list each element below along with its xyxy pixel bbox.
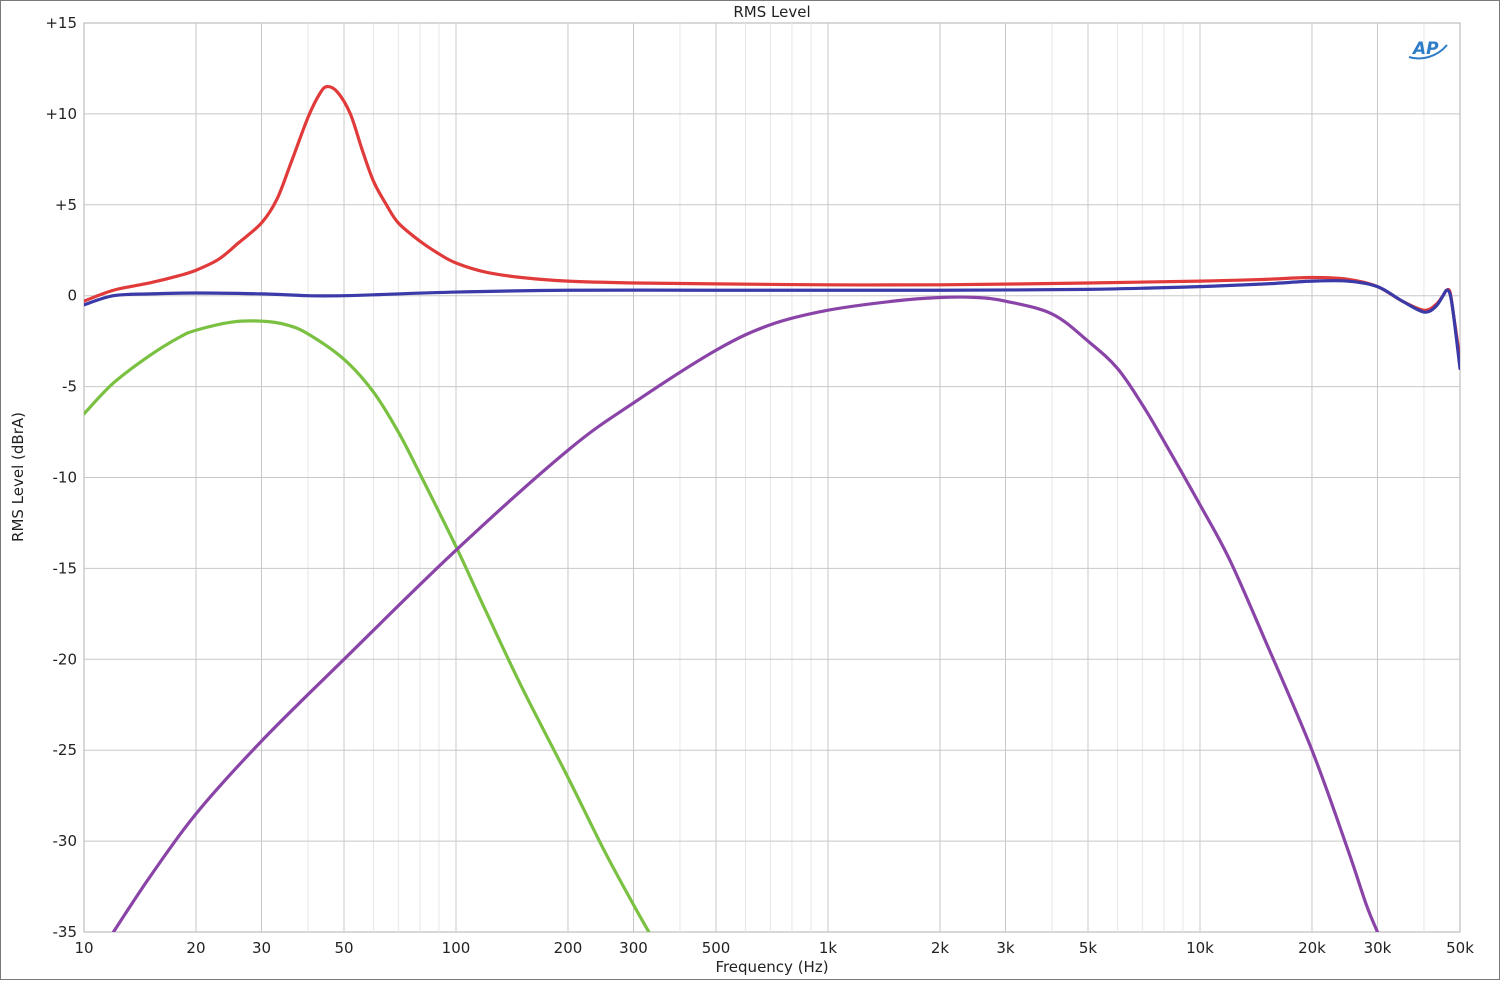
x-tick-label: 10k <box>1186 939 1214 957</box>
series-line-blue <box>84 279 1460 371</box>
x-tick-label: 20 <box>186 939 205 957</box>
x-tick-label: 5k <box>1079 939 1098 957</box>
ap-logo-swoosh-icon <box>1408 44 1448 60</box>
y-tick-label: -30 <box>53 832 78 850</box>
x-tick-label: 1k <box>819 939 838 957</box>
x-tick-label: 500 <box>702 939 731 957</box>
x-tick-label: 30 <box>252 939 271 957</box>
x-tick-labels: 10 20 30 50 100 200 300 500 1k 2k 3k 5k 10k 20k 30k 50k <box>74 939 1474 957</box>
y-tick-label: +5 <box>55 196 77 214</box>
y-tick-label: +10 <box>45 105 77 123</box>
y-tick-labels: +15 +10 +5 0 -5 -10 -15 -20 -25 -30 -35 <box>45 14 77 941</box>
x-tick-label: 100 <box>442 939 471 957</box>
x-tick-label: 2k <box>931 939 950 957</box>
x-tick-label: 3k <box>996 939 1015 957</box>
x-axis-title: Frequency (Hz) <box>715 958 828 976</box>
y-tick-label: -20 <box>53 650 78 668</box>
x-tick-label: 50 <box>334 939 353 957</box>
y-axis-title: RMS Level (dBrA) <box>9 412 27 542</box>
x-tick-label: 300 <box>619 939 648 957</box>
y-tick-label: -15 <box>53 559 78 577</box>
y-tick-label: +15 <box>45 14 77 32</box>
ap-logo-text: AP <box>1411 39 1439 59</box>
x-tick-label: 10 <box>74 939 93 957</box>
y-tick-label: -10 <box>53 469 78 487</box>
x-tick-label: 200 <box>554 939 583 957</box>
x-tick-label: 30k <box>1364 939 1392 957</box>
y-tick-label: 0 <box>67 287 77 305</box>
x-tick-label: 50k <box>1446 939 1474 957</box>
y-tick-label: -25 <box>53 741 78 759</box>
y-tick-label: -35 <box>53 923 78 941</box>
series-line-green <box>84 319 651 932</box>
y-tick-label: -5 <box>62 378 77 396</box>
chart-title: RMS Level <box>733 3 810 21</box>
series-line-purple <box>111 295 1380 932</box>
x-tick-label: 20k <box>1298 939 1326 957</box>
series-layer <box>84 84 1460 932</box>
ap-logo: AP <box>1408 39 1448 60</box>
